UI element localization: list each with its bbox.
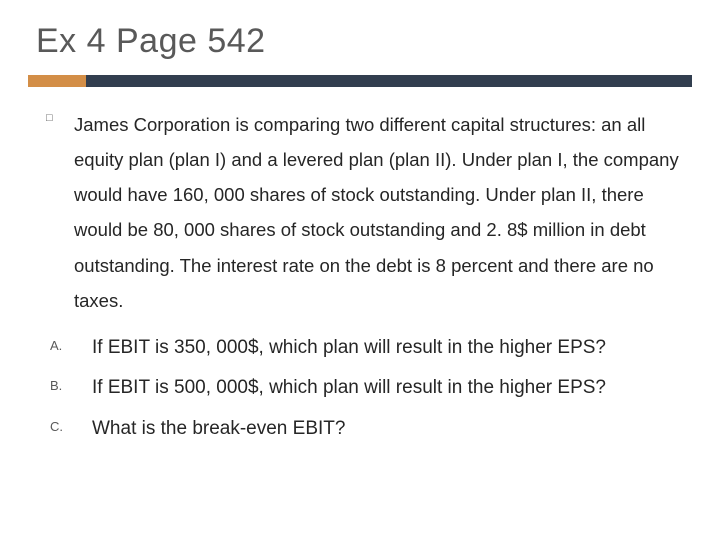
list-item: A. If EBIT is 350, 000$, which plan will… <box>46 334 684 363</box>
sub-item-letter: A. <box>46 334 92 363</box>
slide-content: □ James Corporation is comparing two dif… <box>28 107 692 443</box>
sub-item-letter: B. <box>46 374 92 403</box>
main-paragraph: James Corporation is comparing two diffe… <box>74 107 684 318</box>
list-item: B. If EBIT is 500, 000$, which plan will… <box>46 374 684 403</box>
sub-item-text: If EBIT is 500, 000$, which plan will re… <box>92 374 606 403</box>
slide-title: Ex 4 Page 542 <box>36 22 692 61</box>
bullet-glyph: □ <box>46 107 74 318</box>
slide-container: Ex 4 Page 542 □ James Corporation is com… <box>0 0 720 540</box>
divider-main <box>86 75 692 87</box>
list-item: C. What is the break-even EBIT? <box>46 415 684 444</box>
main-bullet-item: □ James Corporation is comparing two dif… <box>46 107 684 318</box>
sub-item-text: What is the break-even EBIT? <box>92 415 345 444</box>
divider-accent <box>28 75 86 87</box>
title-divider <box>28 75 692 87</box>
sub-item-text: If EBIT is 350, 000$, which plan will re… <box>92 334 606 363</box>
sub-item-letter: C. <box>46 415 92 444</box>
